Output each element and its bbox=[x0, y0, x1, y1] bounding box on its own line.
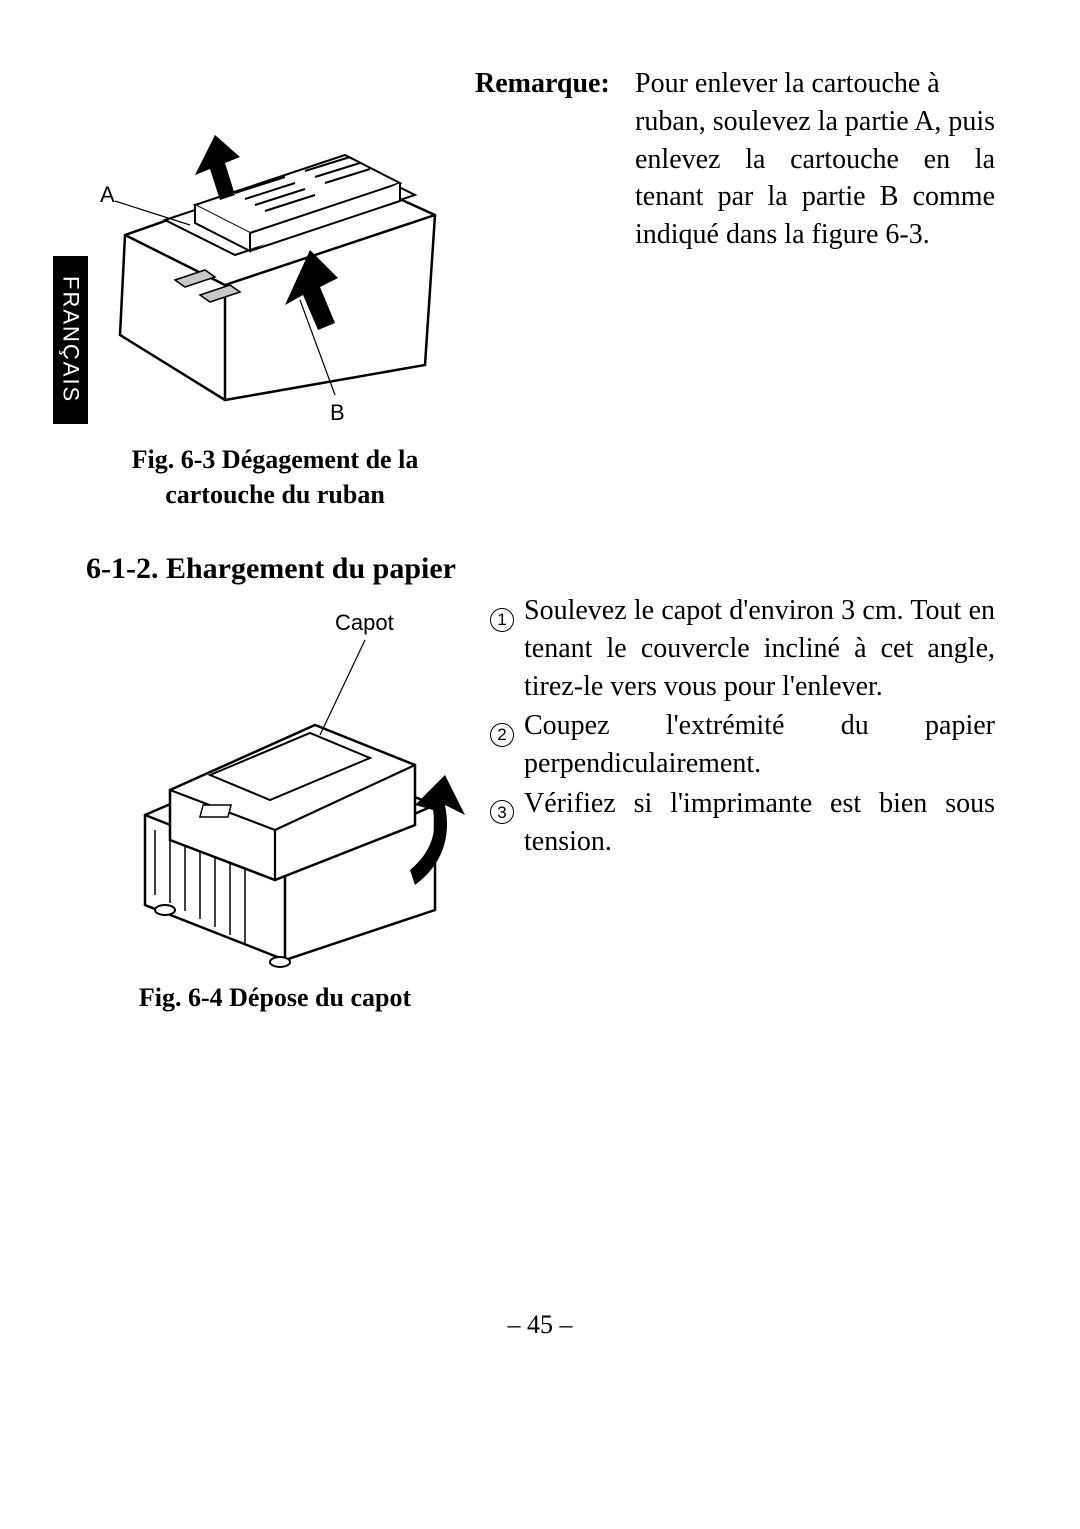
figure-6-3-illustration bbox=[95, 105, 445, 405]
step-item: 3 Vérifiez si l'imprimante est bien sous… bbox=[490, 785, 995, 861]
figure-6-4-caption: Fig. 6-4 Dépose du capot bbox=[120, 983, 430, 1013]
note-block: Remarque: Pour enlever la cartouche à ru… bbox=[475, 65, 995, 254]
step-text: Soulevez le capot d'environ 3 cm. Tout e… bbox=[524, 592, 995, 705]
figure-6-3-caption: Fig. 6-3 Dégagement de la cartouche du r… bbox=[120, 442, 430, 512]
section-number: 6-1-2. bbox=[86, 552, 158, 585]
figure-label-a: A bbox=[100, 182, 115, 208]
language-tab: FRANÇAIS bbox=[53, 256, 88, 424]
section-heading: 6-1-2. Ehargement du papier bbox=[86, 552, 456, 586]
note-rest: ruban, soulevez la partie A, puis enleve… bbox=[475, 103, 995, 254]
step-item: 2 Coupez l'extrémité du papier perpendic… bbox=[490, 707, 995, 783]
step-text: Vérifiez si l'imprimante est bien sous t… bbox=[524, 785, 995, 861]
note-first-rest: Pour enlever la cartouche à bbox=[635, 65, 995, 103]
figure-label-capot: Capot bbox=[335, 610, 394, 636]
figure-6-4-illustration bbox=[115, 630, 465, 970]
section-title: Ehargement du papier bbox=[166, 552, 456, 585]
step-number-icon: 1 bbox=[490, 592, 524, 705]
figure-label-b: B bbox=[330, 400, 345, 426]
step-item: 1 Soulevez le capot d'environ 3 cm. Tout… bbox=[490, 592, 995, 705]
note-label: Remarque: bbox=[475, 65, 635, 103]
step-text: Coupez l'extrémité du papier perpendicul… bbox=[524, 707, 995, 783]
step-number-icon: 2 bbox=[490, 707, 524, 783]
page-number: – 45 – bbox=[0, 1310, 1080, 1340]
step-number-icon: 3 bbox=[490, 785, 524, 861]
steps-list: 1 Soulevez le capot d'environ 3 cm. Tout… bbox=[490, 592, 995, 863]
